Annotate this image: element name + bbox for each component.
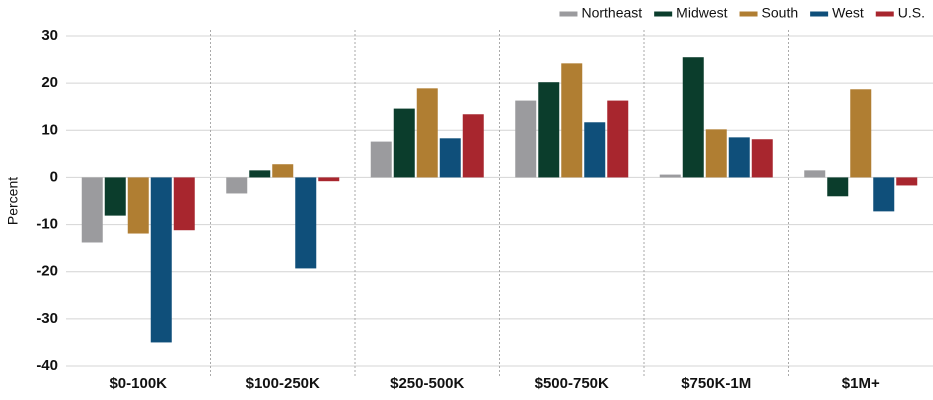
y-axis-label: Percent	[5, 177, 21, 225]
y-tick-label: -40	[36, 357, 58, 374]
legend-label: South	[762, 5, 799, 21]
y-tick-label: -20	[36, 263, 58, 280]
bar	[705, 129, 727, 178]
x-tick-label: $500-750K	[535, 375, 609, 392]
bar	[439, 138, 461, 178]
bar	[751, 139, 773, 178]
y-tick-label: 0	[50, 168, 58, 185]
bar	[659, 174, 681, 178]
bar	[561, 63, 583, 178]
bar	[728, 137, 750, 178]
bar	[896, 177, 918, 186]
bar	[127, 177, 149, 234]
bar	[173, 177, 195, 231]
legend-label: Midwest	[676, 5, 727, 21]
bar	[873, 177, 895, 212]
x-tick-label: $100-250K	[246, 375, 320, 392]
y-tick-label: -10	[36, 216, 58, 233]
bar	[850, 89, 872, 178]
y-tick-label: -30	[36, 310, 58, 327]
bar	[370, 141, 392, 178]
bar	[804, 170, 826, 178]
y-tick-label: 30	[41, 27, 58, 44]
bar	[416, 88, 438, 178]
bar	[515, 100, 537, 178]
legend-label: U.S.	[898, 5, 925, 21]
y-tick-label: 10	[41, 121, 58, 138]
bar	[393, 108, 415, 178]
legend-label: West	[832, 5, 864, 21]
bar	[226, 177, 248, 194]
x-tick-label: $750K-1M	[681, 375, 751, 392]
bar	[295, 177, 317, 269]
bar	[462, 114, 484, 178]
bar	[607, 100, 629, 178]
bar	[318, 177, 340, 182]
bar	[272, 164, 294, 178]
bar	[584, 122, 606, 178]
x-tick-label: $0-100K	[109, 375, 167, 392]
bar	[150, 177, 172, 343]
legend-label: Northeast	[581, 5, 642, 21]
bar	[81, 177, 103, 243]
bar	[827, 177, 849, 197]
x-tick-label: $1M+	[842, 375, 880, 392]
bar	[682, 57, 704, 178]
bar	[249, 170, 271, 178]
x-tick-label: $250-500K	[390, 375, 464, 392]
y-tick-label: 20	[41, 74, 58, 91]
bar	[538, 82, 560, 178]
bar	[104, 177, 126, 216]
